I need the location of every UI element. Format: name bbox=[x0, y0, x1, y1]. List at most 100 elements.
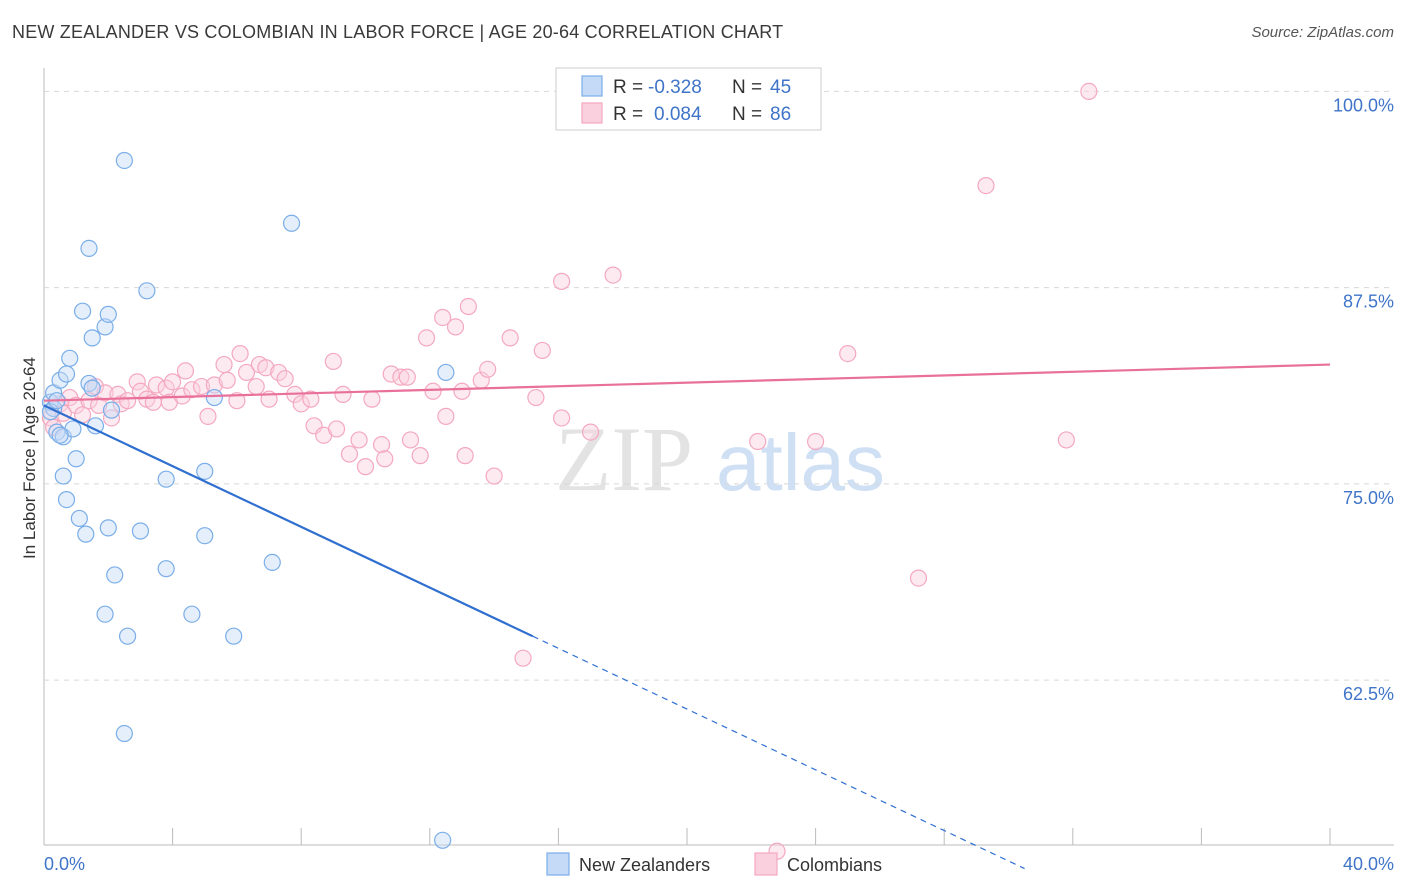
source-credit: Source: ZipAtlas.com bbox=[1251, 24, 1394, 41]
colombians-point-58 bbox=[411, 447, 429, 465]
new-zealanders-point-30 bbox=[157, 470, 175, 488]
new-zealanders-point-21 bbox=[99, 305, 117, 323]
colombians-point-74 bbox=[553, 272, 571, 290]
trendline-new-zealanders bbox=[43, 404, 534, 638]
new-zealanders-point-11 bbox=[67, 450, 85, 468]
legend-r-label-1: R = bbox=[613, 77, 643, 98]
colombians-point-20 bbox=[157, 379, 175, 397]
new-zealanders-point-39 bbox=[437, 363, 455, 382]
legend-swatch-colombians bbox=[581, 102, 603, 124]
colombians-point-28 bbox=[205, 376, 223, 394]
new-zealanders-point-7 bbox=[57, 365, 76, 383]
new-zealanders-point-6 bbox=[54, 467, 72, 485]
watermark: ZIP atlas bbox=[555, 408, 885, 510]
new-zealanders-point-12 bbox=[70, 509, 88, 528]
new-zealanders-point-33 bbox=[196, 462, 214, 480]
colombians-point-61 bbox=[434, 308, 452, 327]
gridlines bbox=[44, 90, 1394, 681]
colombians-point-85 bbox=[1080, 82, 1098, 101]
colombians-point-82 bbox=[909, 569, 928, 587]
legend-r-label-2: R = bbox=[613, 104, 643, 125]
trendline-new-zealanders-extension bbox=[532, 635, 1025, 870]
new-zealanders-point-23 bbox=[102, 401, 121, 419]
new-zealanders-point-14 bbox=[77, 525, 95, 543]
colombians-point-39 bbox=[276, 370, 294, 388]
colombians-point-10 bbox=[96, 384, 114, 402]
x-tick-label-min: 0.0% bbox=[44, 854, 85, 874]
colombians-point-34 bbox=[247, 377, 265, 396]
colombians-point-50 bbox=[356, 458, 375, 476]
colombians-point-46 bbox=[327, 420, 346, 438]
colombians-point-71 bbox=[514, 649, 532, 667]
colombians-point-65 bbox=[456, 447, 474, 465]
y-tick-label-0: 62.5% bbox=[1343, 684, 1394, 704]
colombians-point-52 bbox=[372, 436, 391, 454]
y-axis-title: In Labor Force | Age 20-64 bbox=[20, 357, 39, 559]
new-zealanders-point-40 bbox=[434, 831, 452, 849]
new-zealanders-point-8 bbox=[57, 491, 76, 509]
y-tick-label-3: 100.0% bbox=[1333, 95, 1394, 115]
legend-r-value-1: -0.328 bbox=[648, 77, 702, 98]
colombians-point-60 bbox=[424, 382, 442, 400]
colombians-point-22 bbox=[164, 373, 182, 391]
trendline-colombians bbox=[43, 363, 1331, 402]
colombians-point-25 bbox=[183, 381, 201, 399]
colombians-point-55 bbox=[392, 368, 410, 386]
colombians-point-48 bbox=[340, 445, 359, 463]
colombians-point-30 bbox=[218, 371, 236, 389]
bottom-legend-label-new-zealanders: New Zealanders bbox=[579, 855, 710, 875]
colombians-point-26 bbox=[192, 377, 211, 396]
colombians-point-76 bbox=[581, 423, 600, 441]
series-legend: New Zealanders Colombians bbox=[546, 852, 882, 876]
new-zealanders-point-4 bbox=[51, 371, 69, 389]
chart-title: NEW ZEALANDER VS COLOMBIAN IN LABOR FORC… bbox=[12, 22, 784, 42]
colombians-point-54 bbox=[382, 365, 400, 383]
new-zealanders-point-44 bbox=[83, 379, 101, 397]
colombians-point-83 bbox=[977, 177, 995, 195]
legend-swatch-new-zealanders bbox=[581, 75, 603, 97]
colombians-point-41 bbox=[292, 395, 310, 413]
new-zealanders-point-17 bbox=[83, 329, 101, 347]
new-zealanders-point-25 bbox=[115, 151, 133, 170]
bottom-legend-swatch-new-zealanders bbox=[546, 852, 570, 876]
series-new-zealanders bbox=[41, 151, 455, 849]
watermark-atlas: atlas bbox=[716, 418, 885, 507]
colombians-point-45 bbox=[324, 352, 342, 371]
x-ticks bbox=[43, 828, 1331, 845]
new-zealanders-point-9 bbox=[61, 349, 79, 367]
new-zealanders-point-32 bbox=[183, 605, 201, 623]
colombians-point-75 bbox=[553, 409, 571, 427]
colombians-point-27 bbox=[199, 407, 217, 425]
colombians-point-5 bbox=[67, 396, 85, 414]
colombians-point-57 bbox=[401, 431, 420, 449]
colombians-point-62 bbox=[437, 407, 455, 425]
new-zealanders-point-26 bbox=[115, 724, 133, 743]
trendlines bbox=[43, 363, 1331, 870]
colombians-point-15 bbox=[128, 373, 146, 391]
new-zealanders-point-31 bbox=[157, 560, 175, 578]
colombians-point-49 bbox=[350, 431, 368, 449]
colombians-point-53 bbox=[376, 450, 394, 468]
legend-r-value-2: 0.084 bbox=[654, 104, 702, 125]
y-tick-label-1: 75.0% bbox=[1343, 488, 1394, 508]
new-zealanders-point-16 bbox=[80, 374, 98, 393]
new-zealanders-point-28 bbox=[131, 522, 150, 540]
new-zealanders-point-36 bbox=[225, 627, 243, 645]
colombians-point-63 bbox=[446, 318, 465, 336]
bottom-legend-label-colombians: Colombians bbox=[787, 855, 882, 875]
new-zealanders-point-20 bbox=[96, 605, 114, 623]
colombians-point-59 bbox=[417, 329, 436, 347]
new-zealanders-point-24 bbox=[106, 566, 124, 584]
colombians-point-72 bbox=[527, 388, 545, 407]
new-zealanders-point-29 bbox=[138, 282, 156, 300]
colombians-point-29 bbox=[215, 355, 233, 374]
colombians-point-42 bbox=[302, 390, 320, 408]
colombians-point-70 bbox=[501, 329, 519, 347]
new-zealanders-point-38 bbox=[282, 214, 301, 232]
new-zealanders-point-34 bbox=[196, 527, 214, 545]
colombians-point-81 bbox=[839, 344, 857, 363]
legend-n-value-2: 86 bbox=[770, 104, 791, 125]
colombians-point-69 bbox=[485, 467, 503, 485]
x-tick-label-max: 40.0% bbox=[1343, 854, 1394, 874]
colombians-point-19 bbox=[147, 376, 166, 394]
